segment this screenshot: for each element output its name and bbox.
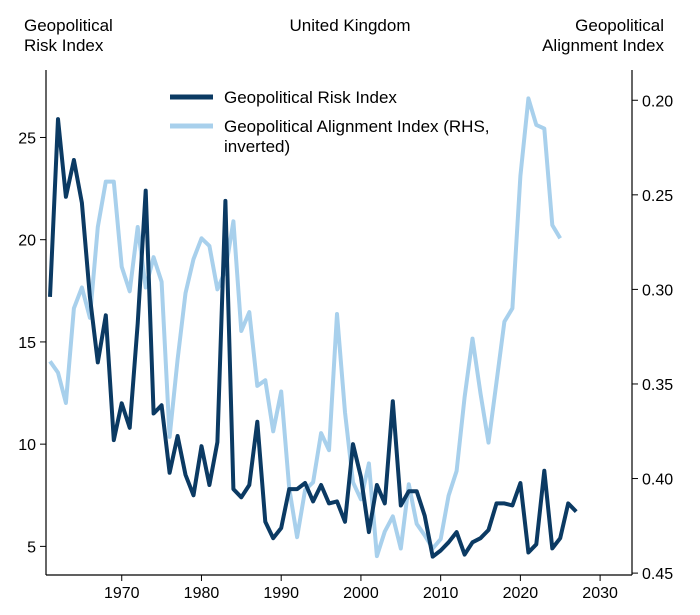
axes: 1970 1980 1990 2000 2010 2020 2030 5 10 15 20 25 0.2… (18, 70, 673, 602)
plot-area (48, 96, 578, 559)
legend-label-alignment-cont: inverted) (224, 137, 290, 156)
series-line-risk-index (48, 117, 578, 559)
right-y-tick-label: 0.25 (642, 188, 673, 205)
left-y-tick-label: 20 (18, 233, 36, 250)
chart-title: United Kingdom (0, 16, 700, 36)
series-line-alignment-index (48, 96, 562, 559)
right-y-tick-label: 0.40 (642, 472, 673, 489)
left-y-tick-label: 15 (18, 335, 36, 352)
x-tick-label: 2030 (582, 585, 618, 602)
right-y-tick-label: 0.20 (642, 93, 673, 110)
legend-label-risk: Geopolitical Risk Index (224, 88, 397, 107)
right-y-tick-label: 0.35 (642, 377, 673, 394)
right-axis-title-line-1: Geopolitical (575, 16, 664, 35)
x-tick-label: 2010 (423, 585, 459, 602)
right-y-tick-label: 0.30 (642, 282, 673, 299)
right-axis-title: Geopolitical Alignment Index (542, 16, 664, 56)
legend-label-alignment: Geopolitical Alignment Index (RHS, (224, 117, 490, 136)
x-tick-label: 2000 (343, 585, 379, 602)
legend: Geopolitical Risk Index Geopolitical Ali… (170, 88, 490, 156)
right-axis-title-line-2: Alignment Index (542, 36, 664, 55)
x-tick-label: 2020 (503, 585, 539, 602)
left-axis-title-line-2: Risk Index (24, 36, 104, 55)
x-tick-label: 1970 (104, 585, 140, 602)
left-axis-title-line-1: Geopolitical (24, 16, 113, 35)
right-y-tick-label: 0.45 (642, 566, 673, 583)
left-y-tick-label: 5 (27, 539, 36, 556)
left-y-tick-label: 10 (18, 437, 36, 454)
x-tick-label: 1990 (263, 585, 299, 602)
left-axis-title: Geopolitical Risk Index (24, 16, 113, 56)
left-y-tick-label: 25 (18, 130, 36, 147)
x-tick-label: 1980 (184, 585, 220, 602)
chart-title-text: United Kingdom (289, 16, 411, 35)
